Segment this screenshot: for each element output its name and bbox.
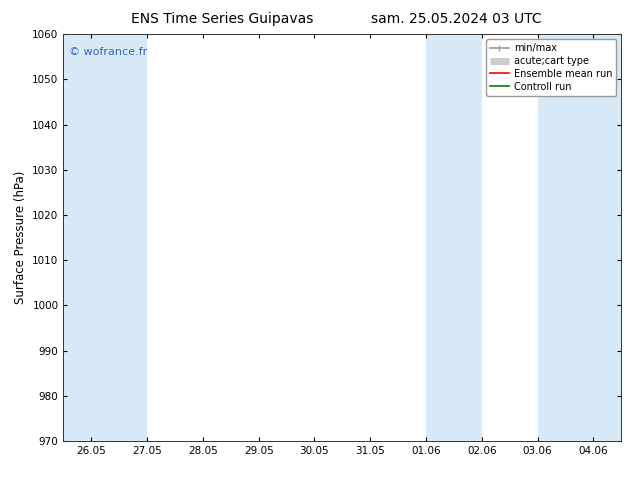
Bar <box>91 34 147 441</box>
Text: ENS Time Series Guipavas: ENS Time Series Guipavas <box>131 12 313 26</box>
Text: © wofrance.fr: © wofrance.fr <box>69 47 147 56</box>
Bar <box>593 34 621 441</box>
Bar <box>63 34 91 441</box>
Bar <box>426 34 482 441</box>
Legend: min/max, acute;cart type, Ensemble mean run, Controll run: min/max, acute;cart type, Ensemble mean … <box>486 39 616 96</box>
Text: sam. 25.05.2024 03 UTC: sam. 25.05.2024 03 UTC <box>371 12 542 26</box>
Y-axis label: Surface Pressure (hPa): Surface Pressure (hPa) <box>14 171 27 304</box>
Bar <box>538 34 593 441</box>
